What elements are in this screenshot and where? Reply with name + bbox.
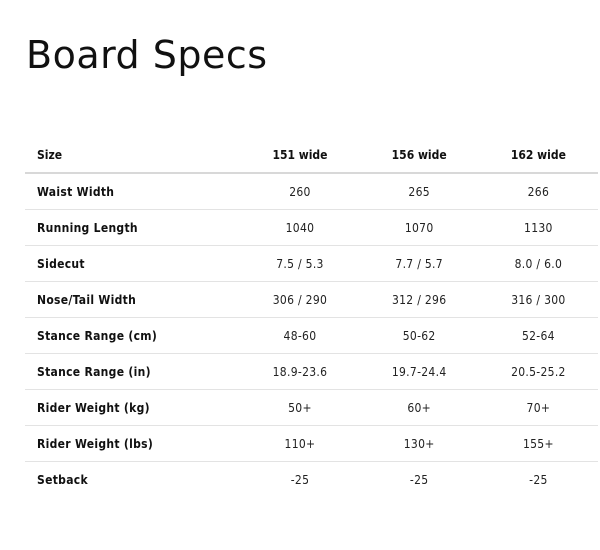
row-value: -25 xyxy=(409,472,429,487)
row-label: Waist Width xyxy=(25,173,241,210)
row-value: 48-60 xyxy=(240,317,360,354)
header-row: Size 151 wide 156 wide 162 wide xyxy=(25,137,598,174)
row-label: Nose/Tail Width xyxy=(25,281,241,318)
row-value: 110+ xyxy=(240,425,360,462)
header-151-wide: 151 wide xyxy=(240,137,360,174)
row-value: 312 / 296 xyxy=(359,281,479,318)
row-value: 70+ xyxy=(478,389,598,426)
table-row: Stance Range (cm) 48-60 50-62 52-64 xyxy=(25,317,598,354)
table-row: Nose/Tail Width 306 / 290 312 / 296 316 / 3… xyxy=(25,281,598,318)
row-value: 260 xyxy=(240,173,360,210)
row-value: 7.7 / 5.7 xyxy=(359,245,479,282)
table-row: Rider Weight (kg) 50+ 60+ 70+ xyxy=(25,389,598,426)
row-label: Rider Weight (kg) xyxy=(25,389,241,426)
header-162-wide: 162 wide xyxy=(478,137,598,174)
row-value: 50+ xyxy=(240,389,360,426)
row-value: 18.9-23.6 xyxy=(240,353,360,390)
row-value: -25 xyxy=(529,472,548,487)
table-row: Stance Range (in) 18.9-23.6 19.7-24.4 20.5-… xyxy=(25,353,598,390)
row-value: -25 xyxy=(290,472,310,487)
row-value: 316 / 300 xyxy=(478,281,598,318)
row-value: 52-64 xyxy=(478,317,598,354)
row-value: 266 xyxy=(478,173,598,210)
row-value: 7.5 / 5.3 xyxy=(240,245,360,282)
row-label: Running Length xyxy=(25,209,241,246)
row-value: 265 xyxy=(359,173,479,210)
row-value: 1130 xyxy=(478,209,598,246)
table-row: Rider Weight (lbs) 110+ 130+ 155+ xyxy=(25,425,598,462)
row-value: 19.7-24.4 xyxy=(359,353,479,390)
table-row: Sidecut 7.5 / 5.3 7.7 / 5.7 8.0 / 6.0 xyxy=(25,245,598,282)
specs-table: Size 151 wide 156 wide 162 wide Waist Wi… xyxy=(25,137,598,497)
row-value: 50-62 xyxy=(359,317,479,354)
row-value: 306 / 290 xyxy=(240,281,360,318)
table-row: Running Length 1040 1070 1130 xyxy=(25,209,598,246)
header-size: Size xyxy=(25,137,241,174)
table-row: Setback -25 -25 -25 xyxy=(25,462,598,498)
row-value: 1040 xyxy=(240,209,360,246)
row-value: 155+ xyxy=(478,425,598,462)
row-label: Stance Range (cm) xyxy=(25,317,241,354)
page-title: Board Specs xyxy=(26,33,268,77)
row-label: Stance Range (in) xyxy=(25,353,241,390)
header-156-wide: 156 wide xyxy=(359,137,479,174)
row-label: Setback xyxy=(37,472,88,487)
table-row: Waist Width 260 265 266 xyxy=(25,173,598,210)
row-value: 8.0 / 6.0 xyxy=(478,245,598,282)
row-value: 20.5-25.2 xyxy=(478,353,598,390)
row-label: Rider Weight (lbs) xyxy=(25,425,241,462)
row-value: 60+ xyxy=(359,389,479,426)
row-value: 1070 xyxy=(359,209,479,246)
row-value: 130+ xyxy=(359,425,479,462)
row-label: Sidecut xyxy=(25,245,241,282)
